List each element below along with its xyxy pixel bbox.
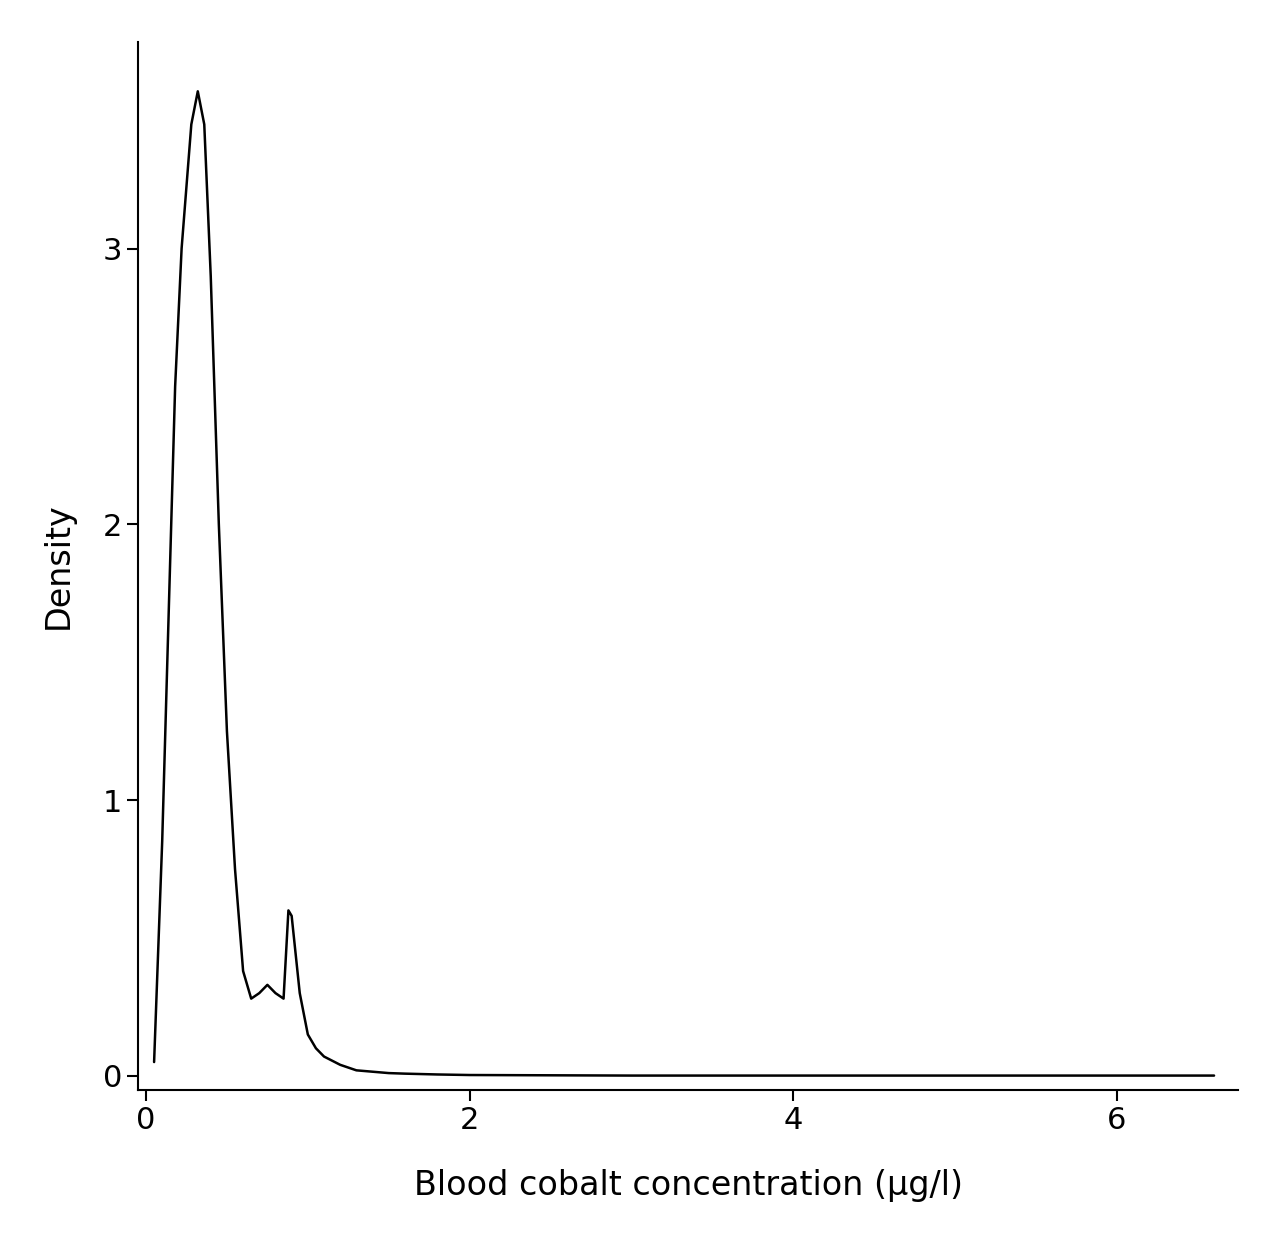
X-axis label: Blood cobalt concentration (μg/l): Blood cobalt concentration (μg/l)	[413, 1169, 963, 1203]
Y-axis label: Density: Density	[42, 503, 74, 629]
